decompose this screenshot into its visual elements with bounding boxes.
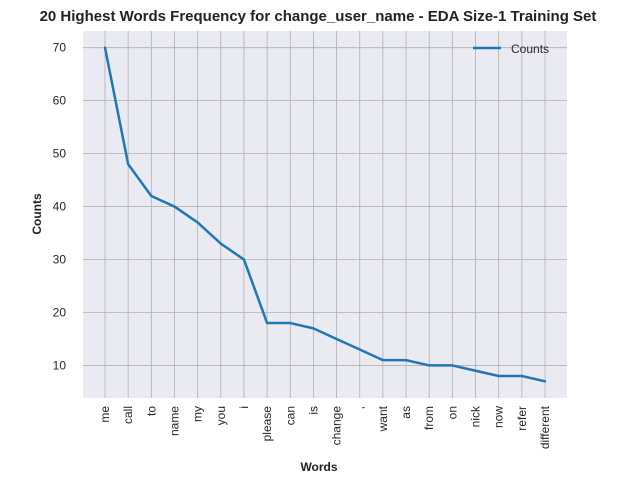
x-axis: me call to name my you i please can is change, want… bbox=[98, 405, 552, 449]
y-tick-label: 10 bbox=[53, 358, 67, 372]
x-tick-label: is bbox=[306, 406, 320, 415]
x-axis-label: Words bbox=[300, 460, 337, 474]
x-tick-label: me bbox=[98, 406, 112, 423]
x-tick-label: can bbox=[283, 406, 297, 425]
x-tick-label: , bbox=[353, 406, 367, 409]
plot-area bbox=[83, 31, 567, 398]
x-tick-label: nick bbox=[469, 405, 483, 427]
x-tick-label: you bbox=[214, 406, 228, 425]
x-tick-label: please bbox=[260, 406, 274, 442]
x-tick-label: name bbox=[167, 406, 181, 436]
y-tick-label: 40 bbox=[53, 200, 67, 214]
x-tick-label: different bbox=[538, 405, 552, 449]
y-tick-label: 20 bbox=[53, 305, 67, 319]
legend: Counts bbox=[473, 42, 549, 56]
legend-label: Counts bbox=[511, 42, 549, 56]
x-tick-label: on bbox=[445, 406, 459, 419]
x-tick-label: call bbox=[121, 406, 135, 424]
y-axis: 10 20 30 40 50 60 70 bbox=[53, 41, 67, 373]
y-tick-label: 30 bbox=[53, 253, 67, 267]
y-tick-label: 70 bbox=[53, 41, 67, 55]
chart-title: 20 Highest Words Frequency for change_us… bbox=[40, 8, 597, 25]
y-axis-label: Counts bbox=[30, 193, 44, 235]
x-tick-label: now bbox=[492, 406, 506, 428]
x-tick-label: want bbox=[376, 405, 390, 432]
x-tick-label: refer bbox=[515, 406, 529, 431]
y-tick-label: 60 bbox=[53, 94, 67, 108]
grid bbox=[83, 31, 567, 398]
x-tick-label: to bbox=[144, 406, 158, 416]
x-tick-label: i bbox=[237, 406, 251, 409]
series-line-counts bbox=[103, 46, 547, 383]
x-tick-label: from bbox=[422, 406, 436, 430]
x-tick-label: my bbox=[191, 406, 205, 422]
x-tick-label: as bbox=[399, 406, 413, 419]
x-tick-label: change bbox=[330, 406, 344, 446]
y-tick-label: 50 bbox=[53, 147, 67, 161]
